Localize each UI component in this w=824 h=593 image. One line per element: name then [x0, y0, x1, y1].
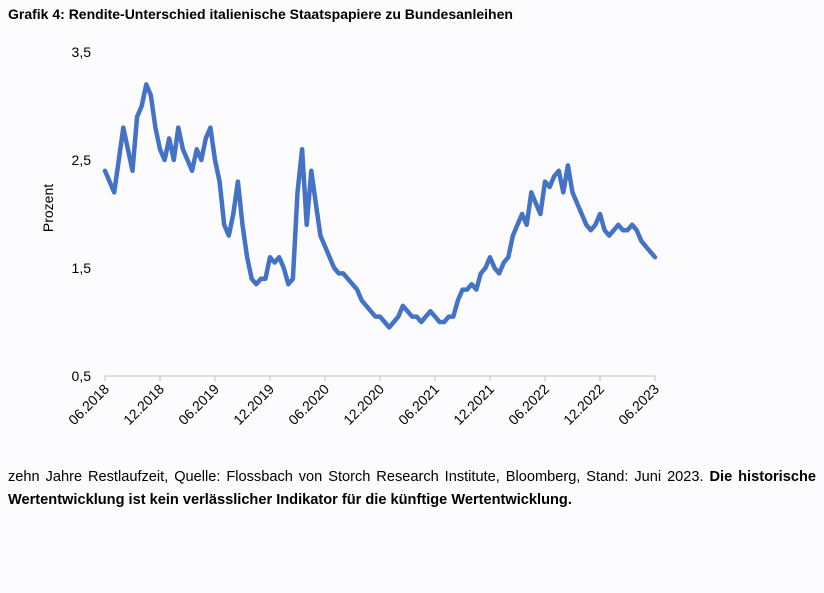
x-tick-label: 06.2019 [175, 381, 222, 428]
y-tick-label: 2,5 [72, 152, 92, 168]
footnote-disclaimer: Die historische Wertentwicklung ist kein… [8, 469, 816, 508]
chart-title: Grafik 4: Rendite-Unterschied italienisc… [8, 6, 513, 22]
x-tick-label: 06.2023 [615, 381, 662, 428]
x-tick-label: 06.2020 [285, 381, 332, 428]
x-tick-label: 06.2018 [65, 381, 112, 428]
y-tick-label: 3,5 [72, 44, 92, 60]
y-tick-label: 0,5 [72, 368, 92, 384]
x-tick-label: 12.2019 [230, 381, 277, 428]
x-tick-label: 06.2022 [505, 381, 552, 428]
x-tick-label: 06.2021 [395, 381, 442, 428]
y-axis-label: Prozent [40, 184, 56, 232]
spread-series-line [102, 82, 658, 330]
line-chart: 3,5 2,5 1,5 0,5 Prozent 06.2018 12.2018 06.2019… [40, 44, 662, 428]
footnote-source: zehn Jahre Restlaufzeit, Quelle: Flossba… [8, 469, 704, 485]
y-tick-label: 1,5 [72, 260, 92, 276]
footnote: zehn Jahre Restlaufzeit, Quelle: Flossba… [8, 466, 816, 512]
x-tick-label: 12.2022 [560, 381, 607, 428]
x-tick-label: 12.2018 [120, 381, 167, 428]
x-tick-label: 12.2020 [340, 381, 387, 428]
x-tick-label: 12.2021 [450, 381, 497, 428]
